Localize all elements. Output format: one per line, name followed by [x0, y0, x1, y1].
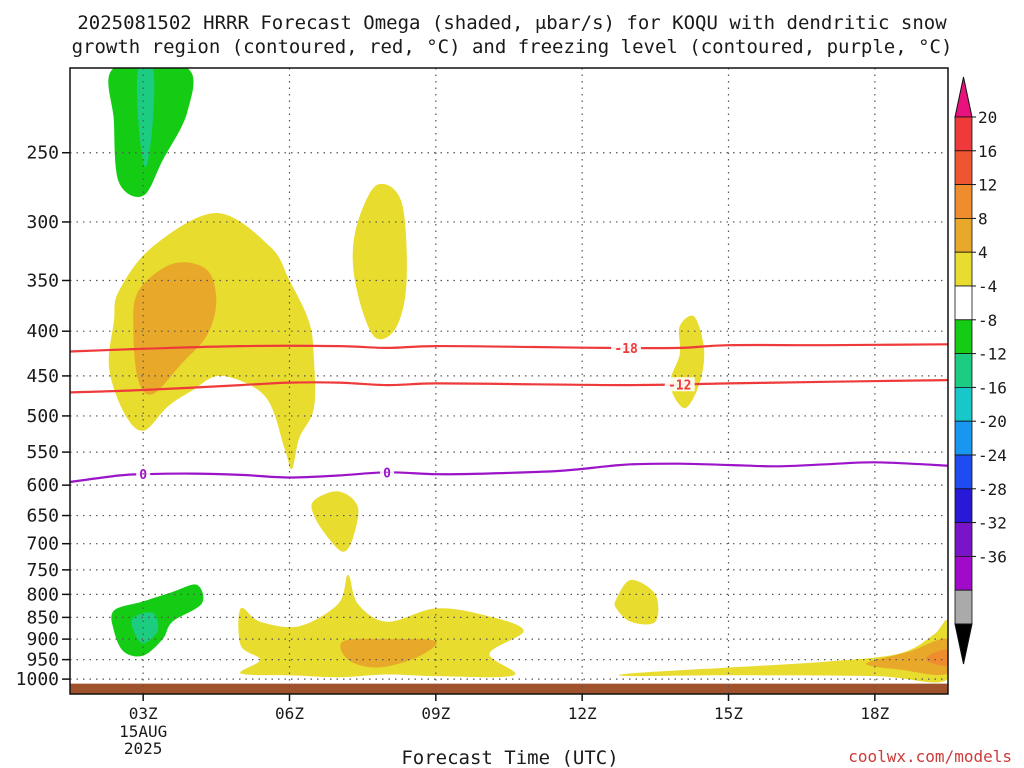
omega-region--12 [136, 68, 155, 168]
contour-line--12 [70, 379, 948, 394]
y-tick-label-800: 800 [26, 584, 59, 605]
colorbar-label-3: 8 [978, 209, 988, 228]
colorbar-swatch-7 [954, 319, 973, 354]
x-tick-label-15Z: 15Z [714, 704, 743, 723]
y-tick-label-300: 300 [26, 212, 59, 233]
contour-line-0 [70, 461, 948, 484]
chart-title-line1: 2025081502 HRRR Forecast Omega (shaded, … [77, 12, 947, 34]
colorbar-label-11: -28 [978, 480, 1007, 499]
colorbar-swatch-12 [954, 488, 973, 523]
colorbar-swatch-11 [954, 454, 973, 490]
colorbar-swatch-5 [954, 251, 973, 287]
contour-lines [70, 343, 948, 484]
contour-label-bg-1 [664, 377, 695, 392]
y-tick-label-900: 900 [26, 629, 59, 650]
colorbar-swatch-10 [954, 420, 973, 456]
chart-title-line2: growth region (contoured, red, °C) and f… [72, 36, 953, 58]
x-tick-label-12Z: 12Z [568, 704, 597, 723]
contour-label-0: 0 [139, 468, 147, 483]
colorbar-label-2: 12 [978, 176, 997, 195]
colorbar-label-1: 16 [978, 142, 997, 161]
colorbar-swatch-3 [954, 184, 973, 219]
colorbar-label-10: -24 [978, 446, 1007, 465]
contour-label--18: -18 [614, 342, 638, 357]
x-tick-label-09Z: 09Z [421, 704, 450, 723]
colorbar-label-6: -8 [978, 311, 997, 330]
y-tick-label-400: 400 [26, 321, 59, 342]
contour-label--12: -12 [668, 378, 691, 393]
colorbar: 20 16 12 8 4 -4 -8 -12 -16 -20 -24 -28 -32 -36 [954, 76, 1007, 665]
colorbar-label-8: -16 [978, 378, 1007, 397]
plot-frame [69, 67, 949, 695]
y-tick-label-450: 450 [26, 366, 59, 387]
y-tick-label-550: 550 [26, 442, 59, 463]
omega-region-4 [311, 491, 359, 552]
omega-region-4 [614, 579, 659, 625]
omega-region-8 [865, 638, 948, 676]
x-axis-label: Forecast Time (UTC) [401, 747, 618, 768]
y-tick-label-700: 700 [26, 534, 59, 555]
colorbar-label-7: -12 [978, 345, 1007, 364]
colorbar-swatch-6 [954, 285, 973, 321]
colorbar-swatch-9 [954, 386, 973, 422]
y-tick-label-950: 950 [26, 650, 59, 671]
contour-label-0: 0 [383, 466, 391, 481]
y-tick-label-1000: 1000 [16, 669, 59, 690]
omega-region-4 [352, 183, 407, 340]
x-date-label-0: 15AUG [119, 722, 167, 741]
omega-region-4 [669, 315, 705, 409]
y-tick-label-250: 250 [26, 143, 59, 164]
colorbar-bottom-arrow [954, 623, 973, 665]
colorbar-swatch-15 [954, 589, 973, 625]
colorbar-label-13: -36 [978, 547, 1007, 566]
contour-label-bg-0 [611, 340, 642, 355]
colorbar-swatch-2 [954, 150, 973, 186]
colorbar-label-9: -20 [978, 412, 1007, 431]
terrain [70, 683, 948, 694]
x-date-label-1: 2025 [124, 739, 163, 758]
omega-region-8 [340, 638, 437, 668]
contour-label-bg-2 [136, 467, 151, 482]
y-tick-label-500: 500 [26, 406, 59, 427]
y-tick-label-600: 600 [26, 475, 59, 496]
watermark: coolwx.com/models [848, 747, 1012, 766]
x-tick-label-03Z: 03Z [129, 704, 158, 723]
colorbar-label-12: -32 [978, 514, 1007, 533]
omega-region--12 [131, 612, 159, 644]
y-tick-label-350: 350 [26, 270, 59, 291]
colorbar-swatch-8 [954, 353, 973, 388]
contour-line--18 [70, 343, 948, 353]
axes: 2503003504004505005506006507007508008509… [16, 67, 949, 758]
contour-labels: -18 -12 0 0 [136, 340, 695, 483]
colorbar-label-0: 20 [978, 108, 997, 127]
colorbar-swatch-1 [954, 116, 973, 152]
omega-region-12 [926, 649, 948, 667]
colorbar-swatch-4 [954, 217, 973, 253]
y-tick-label-750: 750 [26, 560, 59, 581]
colorbar-swatch-13 [954, 522, 973, 557]
colorbar-label-4: 4 [978, 243, 988, 262]
terrain-band [70, 683, 948, 694]
contour-label-bg-3 [380, 465, 395, 480]
colorbar-swatch-14 [954, 556, 973, 591]
colorbar-label-5: -4 [978, 277, 997, 296]
omega-region-8 [133, 262, 217, 395]
y-tick-label-850: 850 [26, 607, 59, 628]
omega-region-4 [238, 574, 524, 678]
colorbar-top-arrow [954, 76, 973, 118]
y-tick-label-650: 650 [26, 506, 59, 527]
x-tick-label-06Z: 06Z [275, 704, 304, 723]
omega-region-4 [618, 620, 948, 683]
x-tick-label-18Z: 18Z [860, 704, 889, 723]
omega-shaded-regions [108, 68, 948, 683]
